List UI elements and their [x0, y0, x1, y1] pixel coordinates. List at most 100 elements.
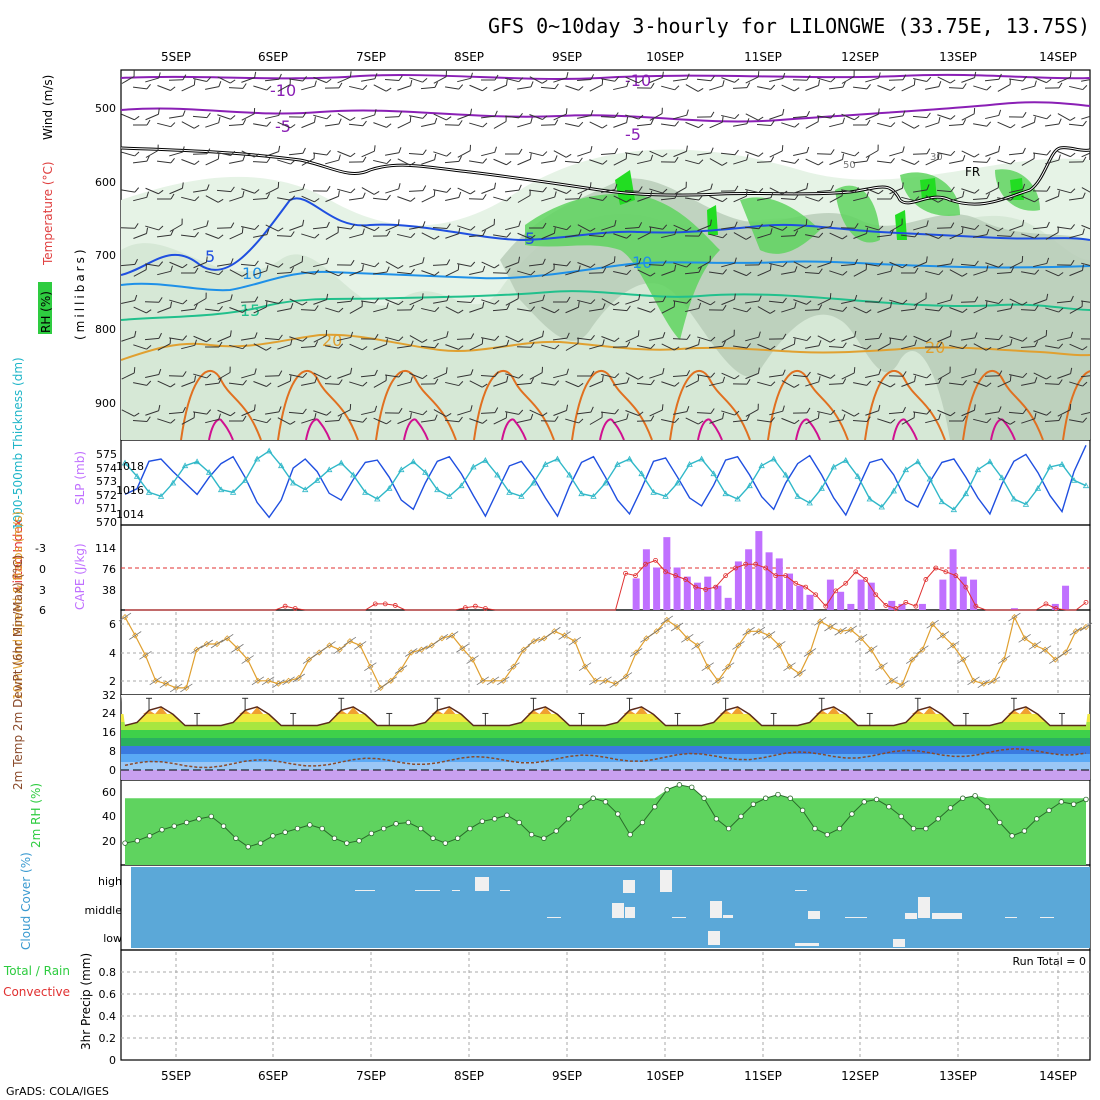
- upper-wind-barb: [697, 219, 712, 232]
- thickness-point: [626, 455, 633, 462]
- upper-wind-barb: [505, 373, 524, 379]
- upper-wind-barb: [361, 73, 378, 82]
- wind-barb: [313, 648, 326, 657]
- cloud-cell: [547, 917, 561, 918]
- upper-wind-barb: [276, 231, 295, 237]
- upper-wind-barb: [589, 195, 608, 201]
- upper-wind-barb: [865, 108, 880, 121]
- upper-wind-barb: [960, 260, 979, 267]
- upper-wind-barb: [961, 71, 977, 83]
- cloud-cell: [625, 907, 635, 918]
- upper-wind-barb: [673, 262, 692, 268]
- upper-wind-barb: [313, 293, 329, 305]
- day-label-bottom: 6SEP: [258, 1069, 288, 1083]
- upper-wind-barb: [373, 122, 392, 128]
- thickness-point: [818, 485, 825, 491]
- thickness-point: [710, 470, 717, 477]
- rh-point: [923, 825, 929, 832]
- upper-wind-barb: [805, 376, 821, 387]
- upper-wind-barb: [816, 184, 834, 193]
- upper-wind-barb: [997, 303, 1014, 312]
- upper-wind-barb: [121, 187, 140, 193]
- upper-wind-barb: [480, 407, 499, 414]
- upper-wind-barb: [469, 301, 485, 313]
- upper-wind-barb: [709, 376, 726, 387]
- upper-wind-barb: [829, 306, 848, 312]
- upper-wind-barb: [696, 147, 714, 156]
- upper-wind-barb: [804, 268, 823, 274]
- upper-wind-barb: [456, 297, 475, 303]
- rh-point: [344, 840, 350, 846]
- day-label-bottom: 7SEP: [356, 1069, 386, 1083]
- upper-wind-barb: [289, 183, 306, 194]
- upper-wind-barb: [865, 187, 884, 195]
- upper-wind-barb: [1069, 417, 1088, 423]
- upper-wind-barb: [1032, 150, 1051, 156]
- upper-wind-barb: [1056, 295, 1074, 304]
- upper-wind-barb: [156, 157, 175, 164]
- upper-wind-barb: [864, 332, 882, 341]
- upper-wind-barb: [1009, 183, 1026, 194]
- thickness-point: [698, 455, 705, 462]
- upper-wind-barb: [805, 196, 824, 202]
- upper-wind-barb: [1080, 338, 1090, 340]
- upper-wind-barb: [132, 155, 150, 164]
- upper-wind-barb: [1056, 224, 1075, 230]
- upper-wind-barb: [721, 114, 740, 120]
- cloud-cell: [475, 877, 489, 891]
- rh-point: [873, 796, 880, 803]
- cape-bar: [745, 549, 753, 610]
- upper-wind-barb: [889, 335, 908, 341]
- lifted-index-point: [292, 606, 298, 611]
- upper-wind-barb: [181, 159, 200, 165]
- upper-wind-barb: [997, 121, 1016, 129]
- thickness-point: [386, 485, 393, 491]
- upper-wind-barb: [685, 84, 704, 92]
- upper-wind-barb: [937, 258, 954, 267]
- upper-wind-barb: [637, 269, 656, 277]
- wind-barb: [241, 655, 254, 664]
- upper-wind-barb: [781, 158, 800, 164]
- upper-wind-barb: [349, 343, 368, 351]
- lifted-index-point: [963, 584, 969, 590]
- upper-wind-barb: [565, 418, 584, 424]
- wind-barb: [732, 641, 745, 650]
- cape-bar: [755, 531, 763, 610]
- cape-bar: [724, 597, 732, 610]
- upper-wind-barb: [349, 417, 368, 423]
- upper-wind-barb: [949, 191, 965, 202]
- upper-wind-barb: [828, 342, 847, 348]
- upper-wind-barb: [1009, 372, 1028, 378]
- upper-wind-barb: [481, 182, 497, 194]
- upper-wind-barb: [420, 81, 438, 90]
- lifted-index-point: [653, 557, 658, 563]
- upper-wind-barb: [313, 410, 332, 416]
- rh-point: [245, 844, 251, 850]
- slp-label: SLP (mb): [73, 451, 87, 505]
- upper-wind-barb: [241, 368, 257, 379]
- upper-wind-barb: [649, 188, 668, 194]
- lifted-index-point: [813, 592, 819, 598]
- thickness-point: [590, 493, 597, 499]
- upper-wind-barb: [1033, 257, 1050, 268]
- upper-wind-barb: [204, 377, 222, 386]
- upper-wind-barb: [421, 190, 436, 203]
- upper-wind-barb: [745, 331, 761, 342]
- upper-wind-barb: [312, 150, 331, 156]
- upper-wind-barb: [732, 82, 751, 89]
- upper-wind-barb: [732, 343, 751, 349]
- upper-wind-barb: [541, 191, 557, 202]
- upper-wind-barb: [901, 339, 917, 350]
- thickness-point: [1082, 482, 1090, 489]
- upper-wind-barb: [973, 418, 992, 424]
- thickness-point: [241, 477, 249, 483]
- upper-wind-barb: [997, 339, 1013, 350]
- upper-wind-barb: [949, 307, 968, 313]
- wind-barb: [272, 679, 285, 688]
- day-label-top: 9SEP: [552, 50, 582, 64]
- upper-wind-barb: [565, 229, 582, 238]
- upper-wind-barb: [768, 333, 787, 340]
- cape-bar: [847, 603, 855, 610]
- upper-wind-barb: [133, 344, 152, 350]
- upper-wind-barb: [217, 294, 233, 305]
